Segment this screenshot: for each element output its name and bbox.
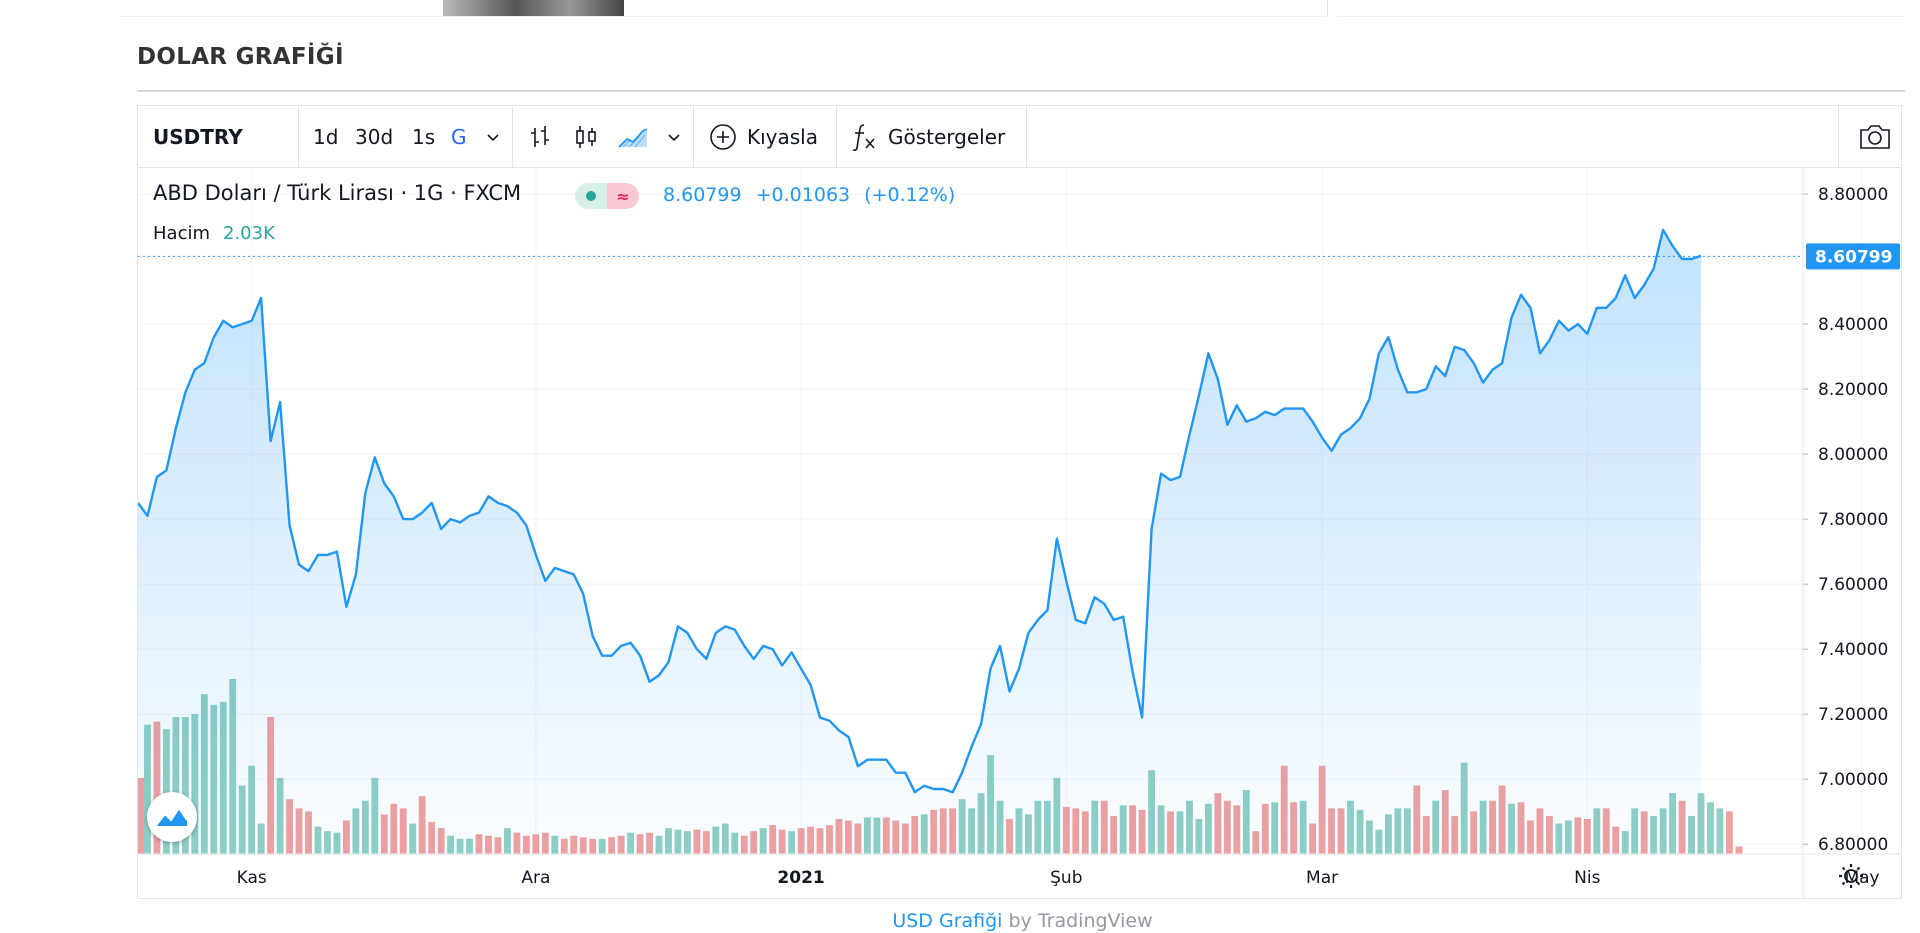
volume-bar bbox=[1707, 802, 1714, 854]
last-price-tag bbox=[1806, 243, 1900, 270]
indicators-label: Göstergeler bbox=[888, 124, 1006, 149]
toolbar-separator bbox=[1838, 106, 1839, 167]
area-style-button[interactable] bbox=[617, 106, 649, 167]
toolbar-separator bbox=[836, 106, 837, 167]
chart-toolbar: USDTRY 1d 30d 1s G bbox=[138, 106, 1901, 168]
x-tick-label: Mar bbox=[1306, 868, 1338, 888]
y-tick-label: 7.80000 bbox=[1818, 510, 1888, 530]
volume-label: Hacim bbox=[153, 223, 210, 244]
indicators-button[interactable]: Göstergeler bbox=[851, 106, 1005, 167]
chart-footer: USD Grafiği by TradingView bbox=[0, 910, 1920, 932]
market-status-badge[interactable]: ≈ bbox=[575, 183, 639, 209]
x-tick-label: Ara bbox=[521, 868, 550, 888]
x-tick-label: 2021 bbox=[777, 868, 824, 888]
x-tick-label: Kas bbox=[237, 868, 267, 888]
volume-value: 2.03K bbox=[223, 223, 275, 244]
y-tick-label: 8.40000 bbox=[1818, 315, 1888, 335]
market-open-dot-icon bbox=[586, 191, 596, 201]
fx-icon bbox=[852, 123, 875, 151]
tradingview-logo-icon bbox=[156, 806, 188, 826]
chevron-down-icon bbox=[668, 133, 680, 141]
price-chart[interactable]: 8.80000 8.40000 8.20000 8.00000 7.80000 7.600… bbox=[138, 106, 1901, 898]
snapshot-button[interactable] bbox=[1858, 106, 1892, 167]
bars-style-button[interactable] bbox=[527, 106, 555, 167]
area-chart-icon bbox=[618, 127, 648, 148]
legend-title: ABD Doları / Türk Lirası · 1G · FXCM bbox=[153, 181, 522, 205]
plus-circle-icon bbox=[710, 123, 736, 150]
y-tick-label: 6.80000 bbox=[1818, 835, 1888, 855]
chart-type-dropdown-button[interactable] bbox=[665, 106, 683, 167]
legend-change: +0.01063 bbox=[755, 184, 851, 206]
y-tick-label: 7.00000 bbox=[1818, 770, 1888, 790]
section-rule bbox=[137, 90, 1905, 92]
y-tick-label: 7.40000 bbox=[1818, 640, 1888, 660]
y-tick-label: 7.20000 bbox=[1818, 705, 1888, 725]
compare-button[interactable]: Kıyasla bbox=[708, 106, 818, 167]
delayed-data-icon: ≈ bbox=[607, 183, 639, 209]
usd-chart-link[interactable]: USD Grafiği bbox=[892, 910, 1003, 932]
compare-label: Kıyasla bbox=[747, 124, 818, 149]
section-title: DOLAR GRAFİĞİ bbox=[137, 44, 344, 70]
chevron-down-icon bbox=[487, 133, 499, 141]
candlestick-icon bbox=[576, 125, 596, 148]
volume-bar bbox=[1716, 808, 1724, 854]
scale-settings-gear-icon[interactable] bbox=[1839, 864, 1863, 888]
footer-by-text[interactable]: by TradingView bbox=[1008, 910, 1153, 932]
price-line bbox=[138, 228, 1702, 794]
toolbar-separator bbox=[298, 106, 299, 167]
candles-style-button[interactable] bbox=[572, 106, 600, 167]
toolbar-separator bbox=[512, 106, 513, 167]
bar-chart-icon bbox=[531, 125, 549, 147]
y-tick-label: 7.60000 bbox=[1818, 575, 1888, 595]
y-tick-label: 8.00000 bbox=[1818, 445, 1888, 465]
x-tick-label: Şub bbox=[1050, 868, 1082, 888]
legend-values: 8.60799 +0.01063 (+0.12%) bbox=[663, 184, 963, 206]
toolbar-separator bbox=[693, 106, 694, 167]
interval-30d-button[interactable]: 30d bbox=[355, 124, 394, 149]
tradingview-widget[interactable]: USDTRY 1d 30d 1s G bbox=[137, 105, 1902, 899]
volume-bar bbox=[1735, 846, 1743, 854]
symbol-search-button[interactable]: USDTRY bbox=[153, 124, 243, 149]
camera-icon bbox=[1860, 124, 1890, 149]
x-tick-label: May bbox=[1844, 868, 1879, 888]
y-tick-label: 8.20000 bbox=[1818, 380, 1888, 400]
interval-dropdown-button[interactable] bbox=[484, 106, 502, 167]
article-image bbox=[443, 0, 624, 16]
top-divider bbox=[120, 0, 1327, 17]
interval-1s-button[interactable]: 1s bbox=[412, 124, 436, 149]
last-price-tag-label: 8.60799 bbox=[1815, 247, 1892, 267]
interval-1d-button[interactable]: 1d bbox=[313, 124, 339, 149]
volume-bar bbox=[1726, 811, 1733, 854]
interval-g-button[interactable]: G bbox=[451, 124, 467, 149]
legend-change-pct: (+0.12%) bbox=[864, 184, 956, 206]
price-area bbox=[138, 229, 1701, 855]
legend-price: 8.60799 bbox=[663, 184, 742, 206]
tradingview-logo-button[interactable] bbox=[147, 792, 197, 842]
toolbar-separator bbox=[1026, 106, 1027, 167]
x-tick-label: Nis bbox=[1574, 868, 1600, 888]
y-tick-label: 8.80000 bbox=[1818, 185, 1888, 205]
top-column-separator bbox=[1327, 0, 1328, 16]
top-divider-right bbox=[1337, 0, 1905, 17]
